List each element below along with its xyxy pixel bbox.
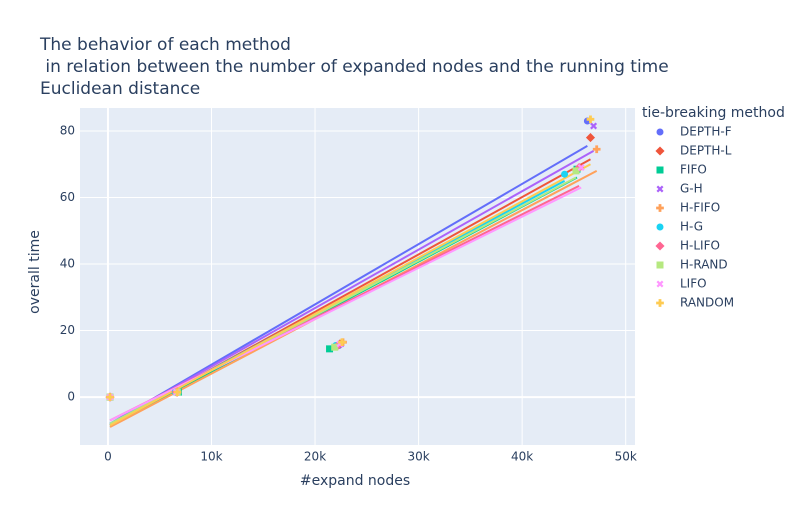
legend-label: H-FIFO bbox=[680, 201, 720, 215]
x-tick-label: 40k bbox=[511, 450, 533, 464]
y-axis-title: overall time bbox=[27, 230, 43, 314]
point bbox=[585, 133, 596, 143]
chart-title: in relation between the number of expand… bbox=[40, 57, 669, 77]
point bbox=[106, 393, 114, 401]
legend-marker bbox=[656, 261, 664, 269]
trendline bbox=[109, 150, 595, 425]
y-tick-label: 20 bbox=[60, 323, 75, 337]
chart-title: Euclidean distance bbox=[40, 79, 200, 99]
x-tick-label: 10k bbox=[200, 450, 222, 464]
y-tick-label: 40 bbox=[60, 257, 75, 271]
legend-marker bbox=[656, 204, 664, 212]
legend-marker bbox=[656, 280, 664, 288]
y-tick-label: 80 bbox=[60, 123, 75, 137]
legend-label: RANDOM bbox=[680, 296, 734, 310]
legend-marker bbox=[656, 166, 664, 174]
y-tick-label: 0 bbox=[67, 390, 75, 404]
point bbox=[577, 164, 585, 172]
point bbox=[331, 343, 339, 351]
legend-label: G-H bbox=[680, 182, 703, 196]
point bbox=[561, 170, 569, 178]
legend-label: H-G bbox=[680, 220, 703, 234]
point bbox=[338, 338, 346, 347]
trendline bbox=[109, 163, 591, 427]
legend-title: tie-breaking method bbox=[642, 105, 785, 121]
point bbox=[590, 122, 598, 130]
chart-title: The behavior of each method bbox=[39, 35, 291, 55]
legend-marker bbox=[655, 241, 665, 251]
trendline bbox=[109, 145, 588, 425]
legend-marker bbox=[656, 185, 664, 193]
point bbox=[586, 115, 595, 124]
legend-marker bbox=[656, 128, 664, 136]
point bbox=[173, 388, 182, 396]
point bbox=[592, 145, 601, 154]
x-axis-title: #expand nodes bbox=[300, 473, 410, 489]
legend-marker bbox=[655, 146, 665, 156]
x-tick-label: 20k bbox=[304, 450, 326, 464]
legend-label: DEPTH-L bbox=[680, 144, 732, 158]
legend-label: H-LIFO bbox=[680, 239, 720, 253]
legend-marker bbox=[656, 223, 664, 231]
x-tick-label: 0 bbox=[104, 450, 112, 464]
legend-marker bbox=[656, 299, 664, 307]
legend-label: LIFO bbox=[680, 277, 707, 291]
legend-label: H-RAND bbox=[680, 258, 728, 272]
y-tick-label: 60 bbox=[60, 190, 75, 204]
x-tick-label: 30k bbox=[407, 450, 429, 464]
x-tick-label: 50k bbox=[615, 450, 637, 464]
legend-label: DEPTH-F bbox=[680, 125, 732, 139]
point bbox=[572, 167, 580, 175]
legend-label: FIFO bbox=[680, 163, 707, 177]
